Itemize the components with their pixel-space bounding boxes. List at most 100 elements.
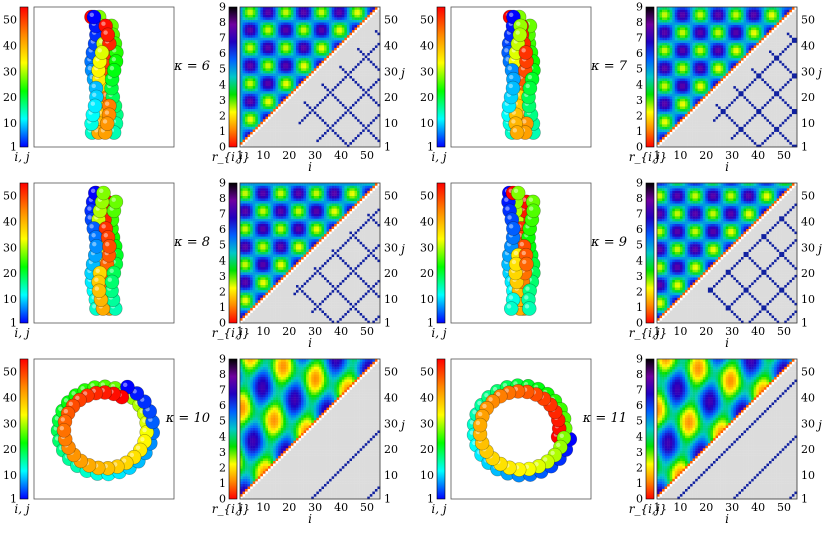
bead	[509, 125, 525, 140]
structure-colorbar	[19, 182, 29, 324]
y-tick: 30	[384, 241, 398, 254]
structure-colorbar-tick: 40	[420, 391, 434, 404]
x-tick: 50	[777, 501, 791, 514]
distance-colorbar-tick: 9	[219, 177, 226, 190]
y-tick: 50	[384, 13, 398, 26]
structure-colorbar-tick: 30	[3, 65, 17, 78]
bead-highlight	[103, 30, 108, 35]
distance-colorbar-tick: 2	[219, 285, 226, 298]
structure-colorbar	[436, 182, 446, 324]
y-axis-label: j	[815, 418, 822, 432]
x-tick: 20	[699, 149, 713, 162]
contact-map	[240, 359, 381, 500]
y-tick: 20	[384, 91, 398, 104]
distance-colorbar-tick: 5	[636, 63, 643, 76]
structure-colorbar-tick: 50	[3, 13, 17, 26]
x-tick: 1	[237, 149, 244, 162]
structure-colorbar-tick: 50	[3, 365, 17, 378]
bead	[94, 45, 110, 60]
bead-highlight	[104, 110, 110, 115]
structure-colorbar	[19, 6, 29, 148]
distance-colorbar-label: r_{i,j}	[629, 150, 667, 164]
x-axis-label: i	[725, 160, 729, 174]
y-tick: 30	[384, 417, 398, 430]
x-axis-label: i	[308, 336, 312, 350]
y-tick: 10	[801, 117, 815, 130]
bead	[510, 185, 526, 201]
x-tick: 20	[282, 325, 296, 338]
x-tick: 40	[334, 501, 348, 514]
distance-colorbar-tick: 1	[219, 477, 226, 490]
bead	[56, 423, 72, 438]
distance-colorbar-tick: 8	[636, 368, 643, 381]
bead-highlight	[94, 286, 100, 291]
distance-colorbar-tick: 5	[219, 63, 226, 76]
distance-colorbar-tick: 3	[219, 94, 226, 107]
bead	[102, 239, 117, 254]
x-tick: 50	[360, 501, 374, 514]
structure-colorbar-label: i, j	[431, 326, 446, 340]
bead-highlight	[525, 83, 530, 89]
contact-map	[657, 7, 798, 148]
structure-colorbar-tick: 30	[420, 65, 434, 78]
bead-highlight	[511, 259, 517, 265]
distance-colorbar-tick: 2	[636, 285, 643, 298]
bead	[99, 116, 115, 131]
bead-highlight	[92, 241, 97, 247]
structure-colorbar-tick: 10	[420, 117, 434, 130]
distance-colorbar-tick: 8	[636, 16, 643, 29]
bead-highlight	[524, 304, 530, 309]
bead	[521, 301, 537, 316]
bead	[526, 203, 541, 219]
distance-colorbar-tick: 5	[636, 239, 643, 252]
distance-colorbar-tick: 3	[636, 270, 643, 283]
bead-highlight	[87, 215, 92, 220]
distance-colorbar	[228, 358, 238, 500]
distance-colorbar-tick: 3	[636, 446, 643, 459]
x-tick: 10	[673, 149, 687, 162]
y-tick: 10	[384, 117, 398, 130]
bead	[104, 274, 120, 290]
structure-colorbar-tick: 10	[420, 293, 434, 306]
distance-colorbar-tick: 6	[219, 47, 226, 60]
bead-highlight	[508, 295, 514, 300]
distance-colorbar-tick: 8	[219, 368, 226, 381]
structure-colorbar-tick: 10	[3, 469, 17, 482]
distance-colorbar-label: r_{i,j}	[212, 326, 250, 340]
y-tick: 40	[801, 391, 815, 404]
bead	[518, 45, 534, 60]
x-tick: 50	[360, 325, 374, 338]
bead-highlight	[528, 206, 534, 211]
bead-highlight	[521, 48, 526, 53]
distance-colorbar-tick: 4	[636, 430, 643, 443]
distance-colorbar-tick: 4	[219, 254, 226, 267]
y-tick: 1	[384, 317, 391, 330]
bead	[108, 194, 124, 210]
bead-highlight	[506, 304, 512, 309]
bead-highlight	[140, 437, 145, 442]
y-axis-label: j	[398, 66, 405, 80]
y-tick: 1	[801, 493, 808, 506]
structure-colorbar-label: i, j	[431, 150, 446, 164]
distance-colorbar-tick: 1	[219, 301, 226, 314]
bead	[472, 417, 488, 433]
bead-highlight	[94, 277, 99, 282]
x-tick: 50	[777, 325, 791, 338]
bead-highlight	[504, 48, 509, 53]
bead-highlight	[101, 224, 106, 229]
x-tick: 10	[673, 325, 687, 338]
y-tick: 30	[801, 241, 815, 254]
x-tick: 1	[654, 149, 661, 162]
distance-colorbar-tick: 5	[219, 415, 226, 428]
distance-colorbar-tick: 2	[636, 461, 643, 474]
y-tick: 20	[801, 443, 815, 456]
structure-colorbar-tick: 40	[3, 391, 17, 404]
bead-highlight	[68, 401, 73, 407]
structure-colorbar-tick: 30	[3, 417, 17, 430]
x-axis-label: i	[308, 512, 312, 526]
structure-colorbar-tick: 50	[420, 189, 434, 202]
distance-colorbar-tick: 4	[636, 254, 643, 267]
x-tick: 1	[654, 501, 661, 514]
distance-colorbar-tick: 7	[636, 32, 643, 45]
structure-colorbar-tick: 20	[3, 267, 17, 280]
